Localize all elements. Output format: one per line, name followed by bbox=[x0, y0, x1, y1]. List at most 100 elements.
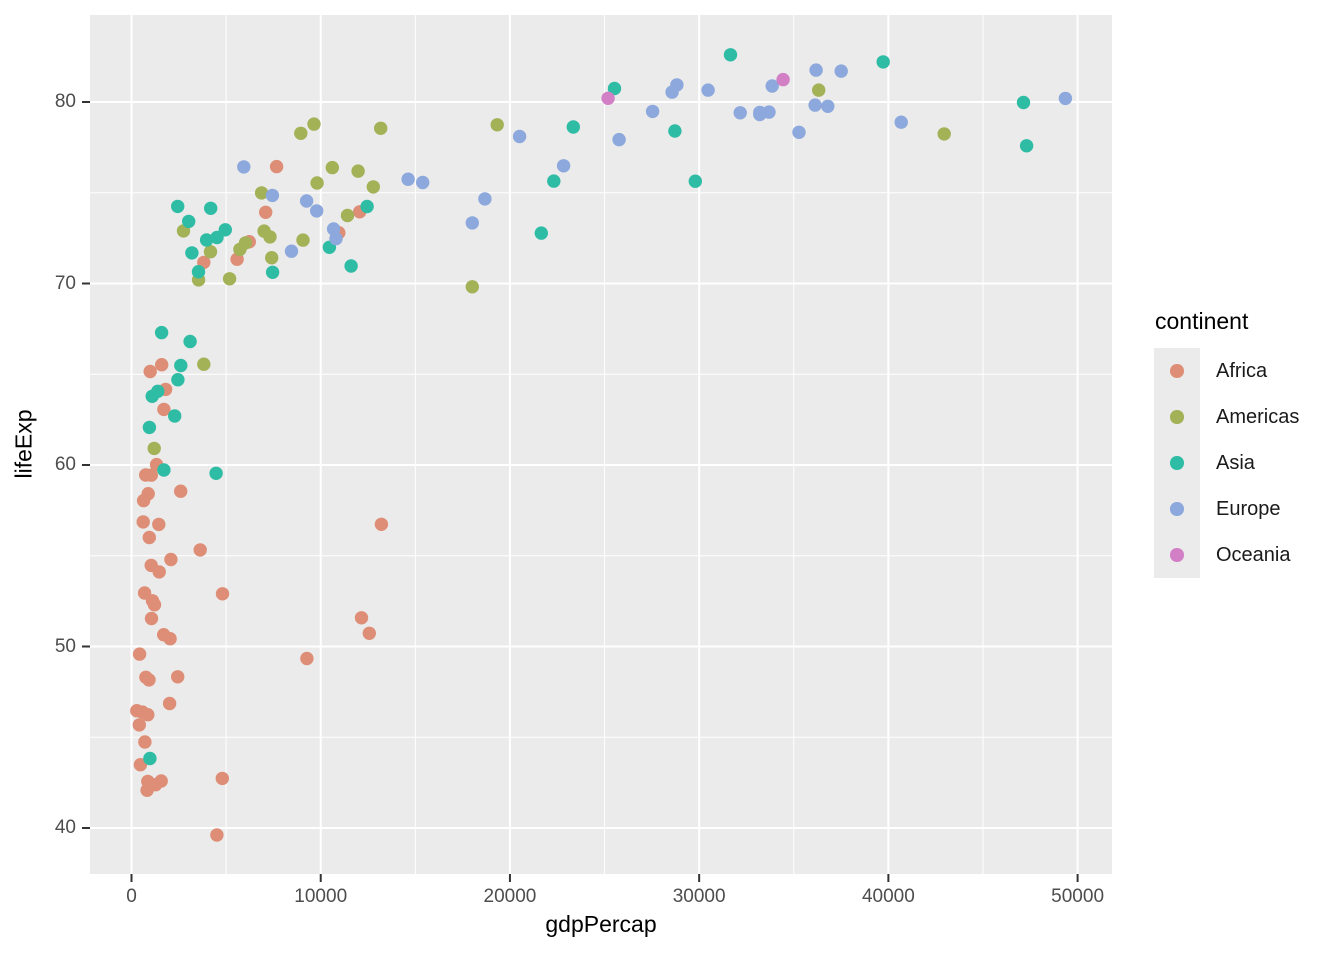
data-point-asia bbox=[154, 325, 169, 340]
x-tick-label: 30000 bbox=[672, 886, 726, 907]
data-point-asia bbox=[191, 265, 206, 279]
data-point-africa bbox=[174, 484, 188, 498]
data-point-africa bbox=[155, 358, 169, 372]
data-point-americas bbox=[374, 121, 388, 135]
data-point-europe bbox=[329, 231, 343, 246]
legend-swatch-asia-icon bbox=[1170, 456, 1184, 470]
data-point-americas bbox=[465, 280, 479, 294]
data-point-europe bbox=[284, 244, 299, 258]
data-point-asia bbox=[168, 409, 182, 423]
data-point-americas bbox=[265, 251, 279, 265]
data-point-europe bbox=[612, 132, 626, 147]
data-point-americas bbox=[197, 357, 211, 371]
data-point-asia bbox=[183, 334, 197, 349]
data-point-europe bbox=[753, 105, 767, 120]
data-point-africa bbox=[215, 587, 230, 601]
data-point-asia bbox=[171, 373, 185, 387]
legend-label: Americas bbox=[1216, 405, 1300, 428]
legend-label: Europe bbox=[1216, 497, 1281, 520]
legend-key-box bbox=[1154, 394, 1200, 440]
data-point-americas bbox=[203, 245, 218, 259]
data-point-africa bbox=[300, 651, 314, 666]
data-point-asia bbox=[1019, 139, 1034, 153]
data-point-asia bbox=[143, 751, 157, 766]
data-point-africa bbox=[269, 159, 284, 174]
y-tick-label: 80 bbox=[54, 91, 76, 112]
y-tick-label: 40 bbox=[54, 817, 76, 838]
panel-background bbox=[90, 15, 1112, 874]
data-point-africa bbox=[148, 778, 163, 792]
data-point-asia bbox=[607, 81, 622, 96]
data-point-africa bbox=[193, 543, 207, 557]
data-point-africa bbox=[138, 735, 152, 749]
legend-swatch-europe-icon bbox=[1170, 502, 1184, 516]
data-point-europe bbox=[512, 129, 527, 144]
data-point-americas bbox=[812, 83, 826, 97]
data-point-americas bbox=[233, 242, 247, 257]
y-tick-label: 60 bbox=[54, 454, 76, 475]
data-point-asia bbox=[157, 463, 171, 477]
data-point-africa bbox=[354, 611, 369, 625]
data-point-europe bbox=[237, 160, 251, 174]
data-point-americas bbox=[351, 164, 365, 178]
data-point-asia bbox=[204, 201, 218, 215]
legend-items: Africa Americas Asia Europe Oceania bbox=[1154, 348, 1299, 578]
data-point-asia bbox=[360, 199, 374, 214]
data-point-africa bbox=[133, 758, 148, 772]
data-point-europe bbox=[265, 188, 280, 203]
data-point-africa bbox=[162, 696, 177, 711]
data-point-americas bbox=[937, 127, 951, 141]
data-point-africa bbox=[136, 515, 150, 529]
data-point-africa bbox=[362, 626, 376, 640]
data-point-europe bbox=[416, 175, 430, 190]
data-point-africa bbox=[171, 670, 185, 684]
legend-item-africa: Africa bbox=[1154, 348, 1299, 394]
data-point-europe bbox=[808, 98, 822, 112]
legend-item-asia: Asia bbox=[1154, 440, 1299, 486]
data-point-asia bbox=[142, 420, 157, 435]
y-tick-label: 50 bbox=[54, 635, 76, 657]
legend-title: continent bbox=[1155, 308, 1249, 334]
data-point-europe bbox=[792, 125, 806, 139]
data-point-europe bbox=[733, 106, 747, 120]
data-point-europe bbox=[670, 78, 684, 92]
data-point-asia bbox=[174, 358, 188, 373]
data-point-asia bbox=[185, 246, 199, 260]
data-point-americas bbox=[254, 186, 269, 200]
legend-key-box bbox=[1154, 440, 1200, 486]
data-point-asia bbox=[668, 124, 682, 138]
data-point-europe bbox=[894, 115, 908, 129]
data-point-americas bbox=[147, 441, 161, 456]
data-point-asia bbox=[145, 389, 159, 403]
x-axis-title: gdpPercap bbox=[545, 911, 657, 937]
data-point-africa bbox=[141, 708, 155, 722]
legend-key-box bbox=[1154, 486, 1200, 532]
data-point-europe bbox=[478, 192, 492, 206]
data-point-africa bbox=[132, 647, 147, 661]
data-point-africa bbox=[164, 552, 178, 567]
data-point-africa bbox=[142, 530, 156, 545]
data-point-europe bbox=[299, 194, 314, 208]
legend-label: Asia bbox=[1216, 451, 1255, 474]
x-tick-label: 50000 bbox=[1051, 886, 1105, 907]
data-point-africa bbox=[157, 402, 171, 417]
legend-key-box bbox=[1154, 532, 1200, 578]
legend: continent Africa Americas Asia Europe Oc… bbox=[1154, 308, 1299, 578]
data-point-africa bbox=[144, 558, 158, 573]
data-point-africa bbox=[143, 364, 157, 379]
data-point-asia bbox=[547, 174, 561, 188]
data-point-asia bbox=[209, 466, 223, 480]
data-point-europe bbox=[645, 104, 660, 119]
legend-item-americas: Americas bbox=[1154, 394, 1299, 440]
data-point-asia bbox=[688, 174, 702, 188]
data-point-europe bbox=[821, 99, 835, 114]
data-point-americas bbox=[310, 176, 324, 190]
legend-swatch-africa-icon bbox=[1170, 364, 1184, 378]
legend-swatch-americas-icon bbox=[1170, 410, 1184, 424]
legend-label: Oceania bbox=[1216, 543, 1291, 566]
data-point-asia bbox=[265, 265, 280, 279]
data-point-europe bbox=[1058, 91, 1073, 106]
data-point-asia bbox=[723, 48, 738, 62]
legend-key-box bbox=[1154, 348, 1200, 394]
